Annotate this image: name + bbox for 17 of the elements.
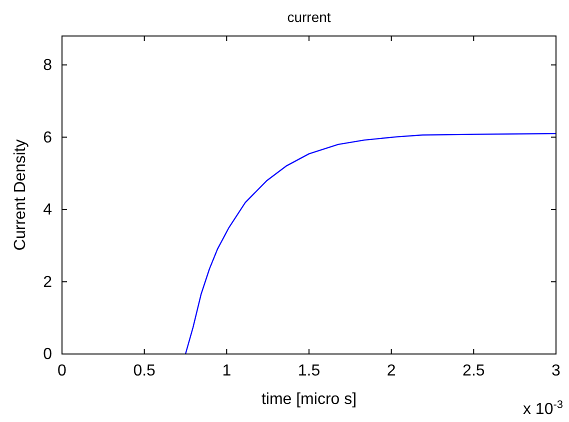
y-axis-title: Current Density bbox=[12, 139, 29, 251]
x-tick-label: 2 bbox=[386, 362, 396, 380]
x-tick-label: 0 bbox=[58, 362, 67, 380]
chart-title: current bbox=[287, 9, 331, 25]
y-tick-label: 8 bbox=[43, 57, 52, 74]
x-tick-label: 1 bbox=[222, 362, 232, 380]
x-tick-label: 2.5 bbox=[462, 362, 485, 380]
x-tick-label: 1.5 bbox=[298, 362, 320, 380]
x-tick-label: 3 bbox=[552, 362, 561, 380]
x-tick-label: 0.5 bbox=[133, 362, 156, 380]
line-series bbox=[184, 132, 557, 355]
y-tick-label: 0 bbox=[43, 346, 52, 364]
y-tick-label: 6 bbox=[43, 129, 52, 146]
y-tick-label: 2 bbox=[43, 274, 52, 291]
x-axis-title: time [micro s] bbox=[261, 391, 357, 408]
y-tick-label: 4 bbox=[43, 202, 52, 219]
text: x 10$^{-3}$ bbox=[522, 399, 563, 418]
